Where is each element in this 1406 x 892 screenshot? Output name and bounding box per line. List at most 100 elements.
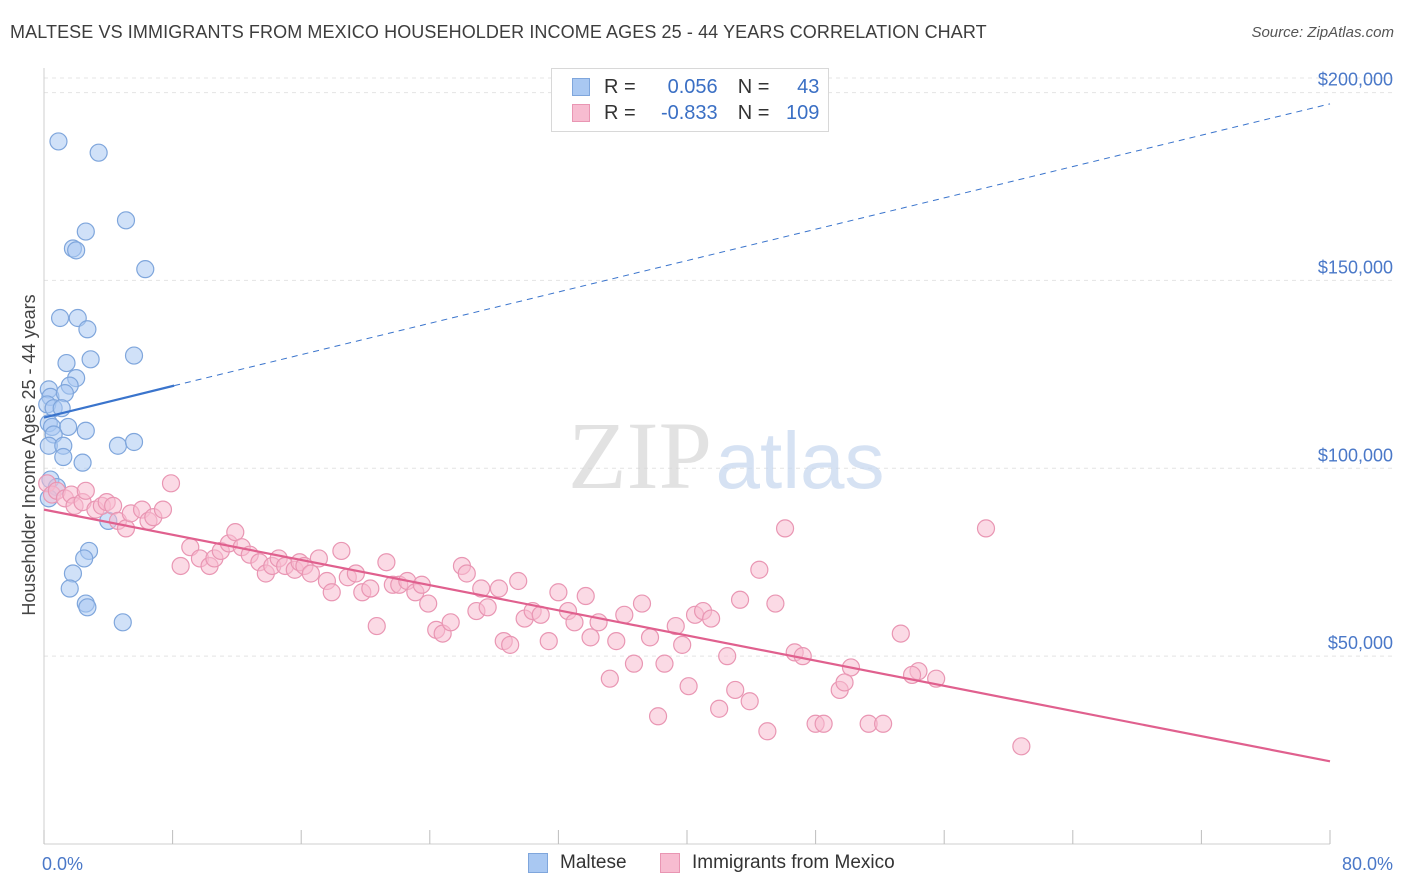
watermark: ZIP atlas (568, 402, 884, 509)
legend-item-maltese[interactable]: Maltese (528, 852, 627, 874)
chart-source: Source: ZipAtlas.com (1251, 24, 1394, 41)
data-point (419, 594, 438, 613)
data-point (104, 496, 123, 515)
data-point (60, 579, 79, 598)
data-point (346, 564, 365, 583)
data-point (76, 222, 95, 241)
data-point (478, 598, 497, 617)
data-point (226, 523, 245, 542)
data-point (1012, 737, 1031, 756)
data-point (648, 707, 668, 726)
data-point (489, 579, 509, 598)
data-point (673, 635, 692, 654)
data-point (441, 613, 460, 632)
data-point (50, 308, 70, 328)
chart-title: MALTESE VS IMMIGRANTS FROM MEXICO HOUSEH… (10, 22, 987, 42)
legend-item-mexico[interactable]: Immigrants from Mexico (660, 852, 895, 874)
legend-n-label: N = (737, 75, 770, 98)
data-point (116, 211, 136, 230)
stats-legend: R = 0.056 N = 43 R = -0.833 N = 109 (551, 68, 829, 132)
data-points (38, 132, 1031, 756)
y-tick-label: $150,000 (1318, 257, 1393, 277)
data-point (679, 677, 698, 696)
data-point (301, 564, 320, 583)
data-point (457, 564, 476, 583)
data-point (361, 579, 380, 598)
data-point (153, 500, 173, 519)
legend-label-maltese: Maltese (560, 852, 627, 873)
data-point (501, 635, 520, 654)
data-point (54, 447, 73, 467)
data-point (710, 699, 729, 718)
data-point (55, 384, 74, 403)
data-point (775, 519, 795, 538)
data-point (835, 673, 854, 692)
data-point (632, 594, 652, 613)
data-point (509, 571, 528, 591)
data-point (49, 132, 68, 151)
data-point (718, 647, 737, 666)
data-point (600, 669, 619, 688)
x-tick-label: 80.0% (1342, 854, 1393, 874)
data-point (740, 692, 759, 711)
watermark-zip: ZIP (568, 402, 712, 509)
y-tick-label: $100,000 (1318, 445, 1393, 465)
legend-swatch-mexico (660, 853, 680, 873)
data-point (76, 481, 95, 500)
series-legend: Maltese Immigrants from Mexico (0, 852, 1406, 878)
legend-r-value: -0.833 (660, 101, 718, 124)
data-point (81, 350, 100, 369)
watermark-atlas: atlas (716, 416, 885, 505)
data-point (171, 556, 190, 576)
x-tick-label: 0.0% (42, 854, 83, 874)
legend-n-value: 109 (786, 101, 820, 124)
grid-lines (44, 77, 1395, 657)
tick-labels: $50,000 $100,000 $150,000 $200,000 0.0% 80.0% (42, 70, 1393, 874)
data-point (874, 714, 893, 733)
data-point (655, 654, 674, 673)
y-tick-label: $200,000 (1318, 70, 1393, 90)
data-point (565, 613, 584, 632)
data-point (367, 616, 386, 636)
data-point (76, 421, 95, 440)
data-point (891, 624, 910, 643)
data-point (113, 613, 132, 632)
legend-n-value: 43 (797, 75, 820, 98)
data-point (750, 560, 769, 579)
legend-label-mexico: Immigrants from Mexico (692, 852, 895, 873)
data-point (581, 628, 600, 647)
data-point (124, 432, 144, 452)
data-point (607, 632, 626, 651)
data-point (63, 564, 83, 583)
data-point (702, 609, 721, 628)
data-point (78, 320, 97, 339)
data-point (78, 598, 97, 617)
data-point (549, 583, 568, 602)
legend-r-label: R = (604, 75, 636, 98)
trend-line-mexico (43, 508, 1331, 763)
data-point (976, 519, 996, 538)
data-point (576, 586, 595, 606)
data-point (814, 714, 833, 733)
data-point (615, 605, 634, 624)
series-maltese-points (38, 132, 155, 632)
data-point (67, 241, 86, 260)
legend-swatch-maltese (572, 78, 590, 96)
data-point (136, 260, 155, 279)
data-point (73, 453, 92, 472)
data-point (472, 579, 491, 598)
legend-swatch-maltese (528, 853, 548, 873)
data-point (766, 594, 785, 613)
legend-n-label: N = (737, 101, 770, 124)
legend-r-value: 0.056 (667, 75, 718, 98)
data-point (124, 346, 144, 365)
legend-row-mexico: R = -0.833 N = 109 (572, 101, 819, 125)
data-point (108, 436, 128, 455)
trend-lines (43, 103, 1331, 763)
y-tick-label: $50,000 (1328, 633, 1393, 653)
data-point (57, 353, 76, 373)
series-mexico-points (38, 474, 1031, 756)
data-point (89, 143, 108, 162)
y-axis-label: Householder Income Ages 25 - 44 years (19, 294, 39, 615)
